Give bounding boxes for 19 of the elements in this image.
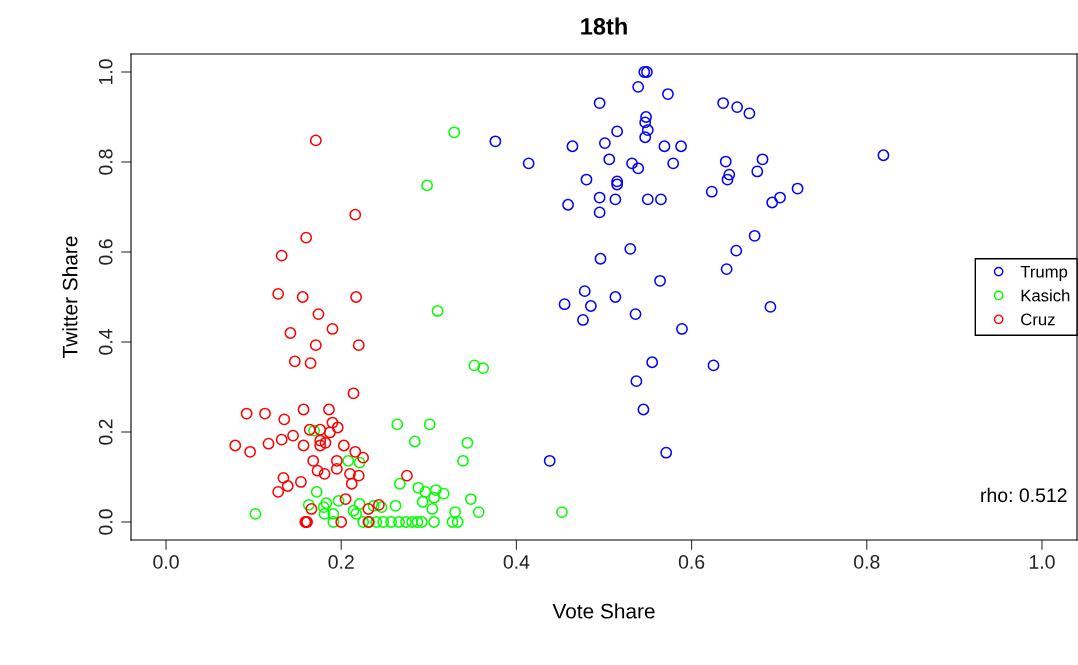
legend-label: Trump (1020, 265, 1068, 281)
legend-label: Kasich (1021, 289, 1070, 302)
x-tick-label: 0.4 (503, 555, 530, 569)
x-tick-label: 0.6 (678, 555, 705, 569)
y-tick-label: 1.0 (98, 59, 113, 85)
x-tick-label: 1.0 (1029, 555, 1055, 569)
x-tick-label: 0.0 (153, 555, 179, 569)
y-tick-label: 0.4 (98, 329, 113, 355)
x-axis-title: Vote Share (552, 603, 655, 619)
annotation: rho: 0.512 (981, 487, 1067, 503)
y-tick-label: 0.8 (98, 149, 113, 175)
x-tick-label: 0.2 (328, 555, 354, 569)
y-axis-title: Twitter Share (62, 236, 78, 358)
x-tick-label: 0.8 (854, 555, 880, 569)
chart-title: 18th (581, 17, 627, 35)
y-tick-label: 0.0 (98, 509, 113, 535)
legend-label: Cruz (1021, 313, 1055, 326)
y-tick-label: 0.2 (98, 419, 113, 445)
y-tick-label: 0.6 (98, 239, 113, 265)
